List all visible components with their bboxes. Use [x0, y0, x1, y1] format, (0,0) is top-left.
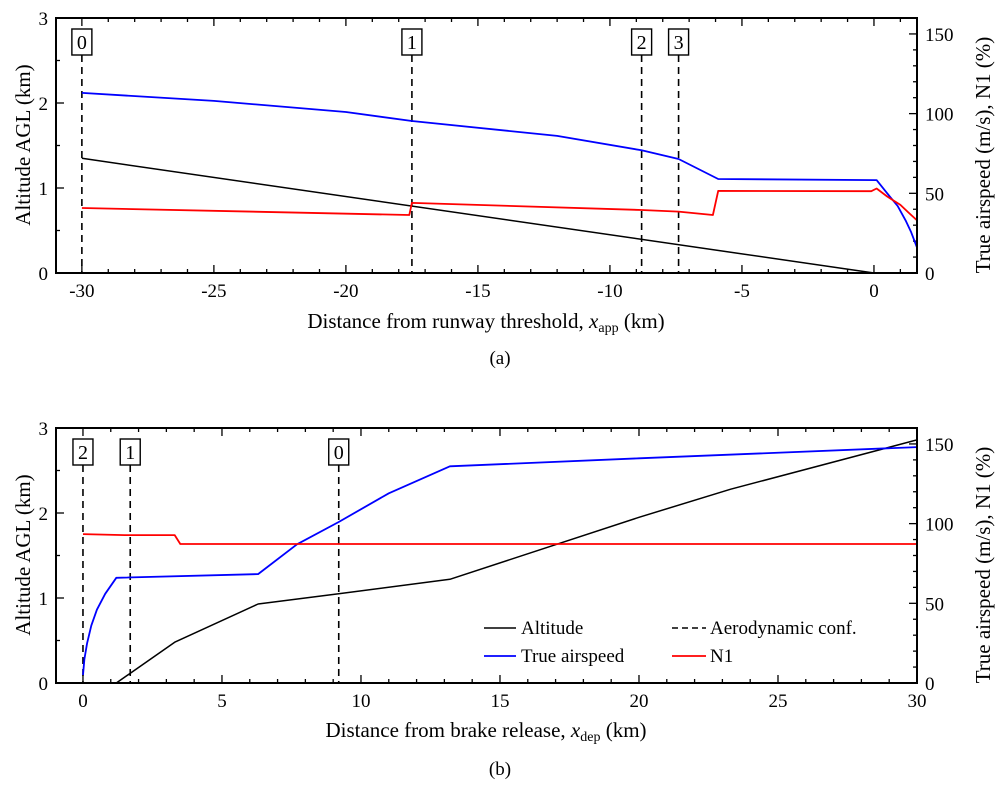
panel-b-aero-conf-marker-box	[328, 438, 350, 466]
panel-b-series-n1	[82, 533, 917, 545]
panel-b-y2-tick-label: 150	[925, 435, 954, 456]
panel-a-x-tick-label: -25	[201, 281, 226, 302]
panel-b-y-tick-label: 2	[39, 504, 49, 525]
panel-b-series: 2 1 0	[72, 438, 917, 683]
panel-a-series-n1	[81, 187, 917, 222]
panel-b-series-true-airspeed	[82, 446, 917, 676]
panel-a-aero-conf-marker-box	[71, 28, 93, 56]
panel-b-y2-tick-label: 0	[925, 674, 935, 695]
panel-a-series-altitude	[81, 157, 875, 273]
panel-a-x-tick-label: -10	[597, 281, 622, 302]
panel-b-aero-conf-marker-label: 0	[334, 442, 344, 464]
panel-a-y-tick-label: 3	[39, 9, 49, 30]
panel-b-xlabel: Distance from brake release, xdep (km)	[325, 718, 646, 745]
panel-b-series-altitude	[83, 439, 917, 683]
panel-a-y-tick-label: 0	[39, 264, 49, 285]
legend-label-altitude: Altitude	[521, 618, 583, 639]
panel-a-x-tick-label: -5	[734, 281, 750, 302]
panel-b-ylabel: Altitude AGL (km)	[11, 474, 35, 635]
panel-b-y2-tick-label: 100	[925, 515, 954, 536]
panel-a-x-tick-label: -30	[69, 281, 94, 302]
panel-b-y2label: True airspeed (m/s), N1 (%)	[971, 447, 995, 684]
panel-a-series-true-airspeed	[81, 92, 917, 248]
panel-b-caption: (b)	[489, 759, 511, 780]
panel-a-aero-conf-marker-box	[630, 28, 653, 56]
panel-a-series: 0 1 2 3	[71, 28, 917, 273]
panel-b-y-tick-label: 1	[39, 589, 49, 610]
panel-a-y2-tick-label: 50	[925, 184, 944, 205]
panel-b-x-tick-label: 30	[908, 691, 927, 712]
panel-b-aero-conf-marker-box	[119, 438, 141, 466]
legend-label-true-airspeed: True airspeed	[521, 646, 625, 667]
panel-b-x-tick-label: 15	[490, 691, 509, 712]
panel-b-x-tick-label: 0	[78, 691, 88, 712]
legend-label-n1: N1	[710, 646, 733, 667]
panel-b-x-tick-label: 20	[629, 691, 648, 712]
panel-a-x-tick-label: -15	[465, 281, 490, 302]
panel-b-departure: Altitude AGL (km) True airspeed (m/s), N…	[11, 419, 995, 780]
panel-a-axes: -30 -25 -20 -15 -10 -5 0 0 1 2 3 0 50 100 150	[39, 9, 954, 302]
panel-a-aero-conf-marker-label: 3	[674, 32, 684, 54]
panel-a-y-tick-label: 1	[39, 179, 49, 200]
panel-b-frame	[55, 427, 918, 684]
panel-b-x-tick-label: 10	[351, 691, 370, 712]
panel-b-y2-tick-label: 50	[925, 594, 944, 615]
panel-a-y2-tick-label: 100	[925, 105, 954, 126]
panel-b-y-tick-label: 3	[39, 419, 49, 440]
panel-a-y-tick-label: 2	[39, 94, 49, 115]
panel-b-aero-conf-marker-box	[72, 438, 94, 466]
panel-b-x-tick-label: 5	[217, 691, 227, 712]
panel-a-y2-tick-label: 0	[925, 264, 935, 285]
panel-a-x-tick-label: 0	[869, 281, 879, 302]
panel-a-aero-conf-marker-box	[401, 28, 423, 56]
panel-b-y-tick-label: 0	[39, 674, 49, 695]
panel-b-aero-conf-marker-label: 1	[125, 442, 135, 464]
panel-a-frame	[55, 17, 918, 274]
panel-a-x-tick-label: -20	[333, 281, 358, 302]
panel-a-aero-conf-marker-label: 1	[407, 32, 417, 54]
panel-b-x-tick-label: 25	[768, 691, 787, 712]
panel-a-caption: (a)	[489, 348, 510, 369]
legend: Altitude Aerodynamic conf. True airspeed…	[484, 618, 857, 667]
panel-a-aero-conf-marker-box	[667, 28, 690, 56]
panel-a-xlabel: Distance from runway threshold, xapp (km…	[307, 309, 664, 336]
panel-a-y2label: True airspeed (m/s), N1 (%)	[971, 37, 995, 274]
panel-a-ylabel: Altitude AGL (km)	[11, 64, 35, 225]
panel-a-y2-tick-label: 150	[925, 25, 954, 46]
panel-a-aero-conf-marker-label: 2	[637, 32, 647, 54]
panel-a-approach: Altitude AGL (km) True airspeed (m/s), N…	[11, 9, 995, 369]
panel-a-aero-conf-marker-label: 0	[77, 32, 87, 54]
legend-label-aero-conf: Aerodynamic conf.	[710, 618, 857, 639]
panel-b-aero-conf-marker-label: 2	[78, 442, 88, 464]
